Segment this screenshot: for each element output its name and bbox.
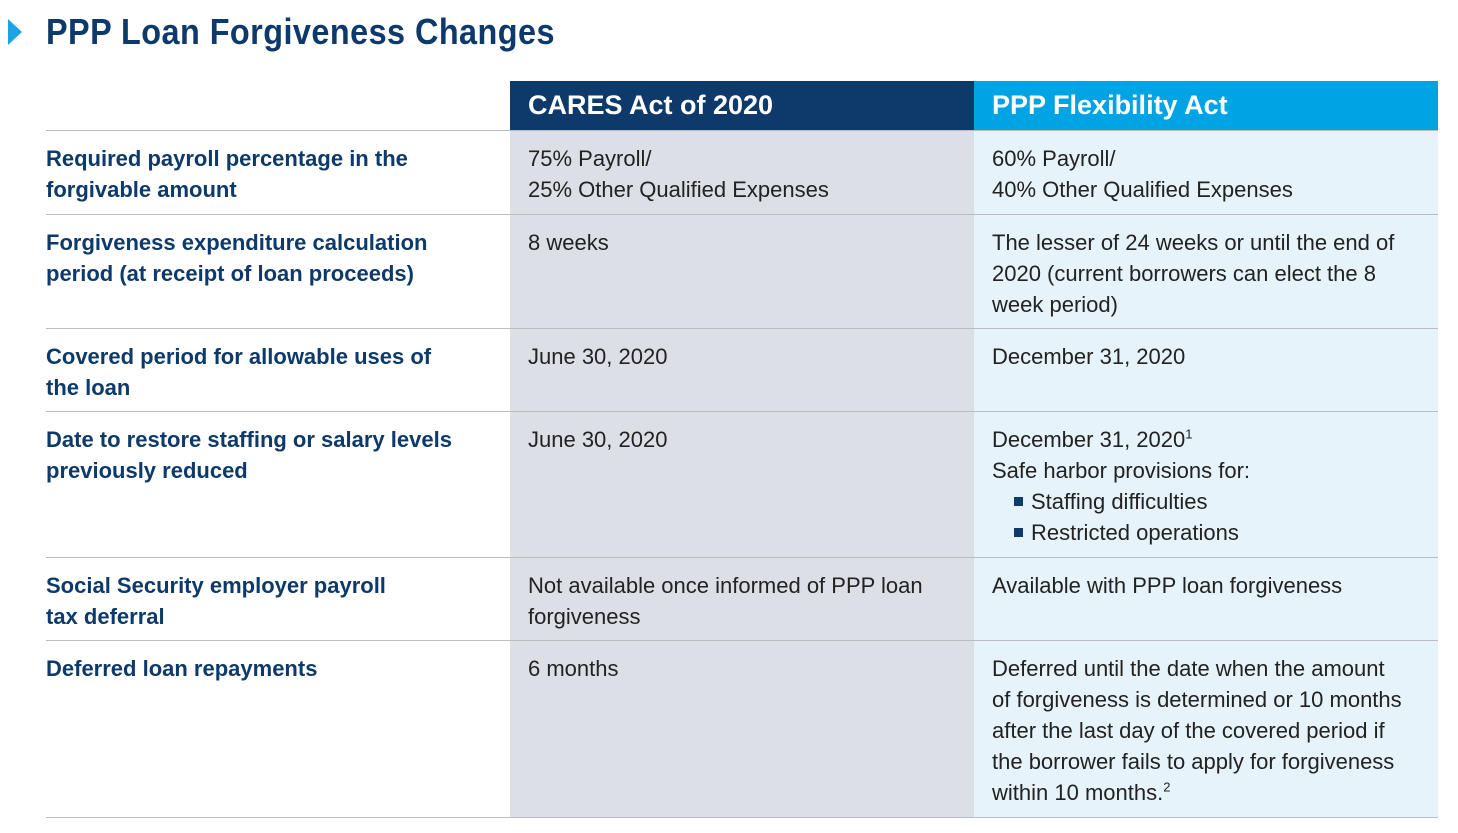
cares-cell: 8 weeks [510,215,974,328]
row-label-line: the loan [46,375,131,400]
comparison-table: CARES Act of 2020 PPP Flexibility Act Re… [46,81,1438,818]
table-row: Required payroll percentage in the forgi… [46,131,1438,215]
flex-line: 60% Payroll/ [992,146,1116,171]
flex-line: December 31, 2020 [992,344,1186,369]
bullet-square-icon [1014,497,1023,506]
chevron-right-icon [8,19,22,45]
row-label: Deferred loan repayments [46,641,510,817]
cares-cell: 75% Payroll/ 25% Other Qualified Expense… [510,131,974,214]
cares-cell: June 30, 2020 [510,412,974,557]
bullet-square-icon [1014,528,1023,537]
row-label: Forgiveness expenditure calculation peri… [46,215,510,328]
title-bar: PPP Loan Forgiveness Changes [8,8,612,56]
row-label-line: Deferred loan repayments [46,656,318,681]
table-row: Social Security employer payroll tax def… [46,558,1438,641]
bullet-text: Restricted operations [1031,520,1239,545]
flex-line: the borrower fails to apply for forgiven… [992,749,1395,774]
header-cares-act: CARES Act of 2020 [510,81,974,130]
cares-cell: 6 months [510,641,974,817]
page-title: PPP Loan Forgiveness Changes [46,11,555,52]
flex-cell: December 31, 20201 Safe harbor provision… [974,412,1438,557]
row-label-line: period (at receipt of loan proceeds) [46,261,414,286]
row-label-line: previously reduced [46,458,248,483]
row-label: Date to restore staffing or salary level… [46,412,510,557]
header-blank-cell [46,81,510,130]
bullet-item: Staffing difficulties [992,486,1422,517]
flex-line: Safe harbor provisions for: [992,458,1251,483]
cares-line: 6 months [528,656,619,681]
flex-cell: 60% Payroll/ 40% Other Qualified Expense… [974,131,1438,214]
bullet-item: Restricted operations [992,517,1422,548]
flex-line: after the last day of the covered period… [992,718,1385,743]
flex-line: within 10 months.2 [992,777,1422,808]
row-label-line: Date to restore staffing or salary level… [46,427,452,452]
row-label-line: Social Security employer payroll [46,573,386,598]
cares-cell: June 30, 2020 [510,329,974,411]
flex-line: 40% Other Qualified Expenses [992,177,1293,202]
table-row: Forgiveness expenditure calculation peri… [46,215,1438,329]
cares-cell: Not available once informed of PPP loan … [510,558,974,640]
flex-cell: December 31, 2020 [974,329,1438,411]
flex-line: of forgiveness is determined or 10 month… [992,687,1402,712]
table-row: Covered period for allowable uses of the… [46,329,1438,412]
row-label-line: Required payroll percentage in the [46,146,408,171]
flex-cell: Available with PPP loan forgiveness [974,558,1438,640]
table-header-row: CARES Act of 2020 PPP Flexibility Act [46,81,1438,131]
table-row: Deferred loan repayments 6 months Deferr… [46,641,1438,818]
flex-line: December 31, 20201 [992,424,1422,455]
cares-line: June 30, 2020 [528,427,668,452]
row-label-line: Forgiveness expenditure calculation [46,230,428,255]
table-row: Date to restore staffing or salary level… [46,412,1438,558]
flex-line: Deferred until the date when the amount [992,656,1385,681]
footnote-marker: 2 [1163,779,1171,795]
flex-cell: The lesser of 24 weeks or until the end … [974,215,1438,328]
footnote-marker: 1 [1185,426,1193,442]
cares-line: Not available once informed of PPP loan [528,573,923,598]
cares-line: forgiveness [528,604,641,629]
flex-cell: Deferred until the date when the amount … [974,641,1438,817]
row-label-line: forgivable amount [46,177,237,202]
row-label: Covered period for allowable uses of the… [46,329,510,411]
header-ppp-flexibility-act: PPP Flexibility Act [974,81,1438,130]
flex-date: December 31, 2020 [992,427,1186,452]
cares-line: June 30, 2020 [528,344,668,369]
bullet-text: Staffing difficulties [1031,489,1208,514]
cares-line: 8 weeks [528,230,609,255]
row-label: Social Security employer payroll tax def… [46,558,510,640]
row-label: Required payroll percentage in the forgi… [46,131,510,214]
row-label-line: tax deferral [46,604,165,629]
flex-line: Available with PPP loan forgiveness [992,573,1343,598]
flex-line-text: within 10 months. [992,780,1164,805]
flex-line: week period) [992,292,1118,317]
flex-line: The lesser of 24 weeks or until the end … [992,230,1395,255]
cares-line: 25% Other Qualified Expenses [528,177,829,202]
cares-line: 75% Payroll/ [528,146,652,171]
flex-line: 2020 (current borrowers can elect the 8 [992,261,1376,286]
row-label-line: Covered period for allowable uses of [46,344,432,369]
